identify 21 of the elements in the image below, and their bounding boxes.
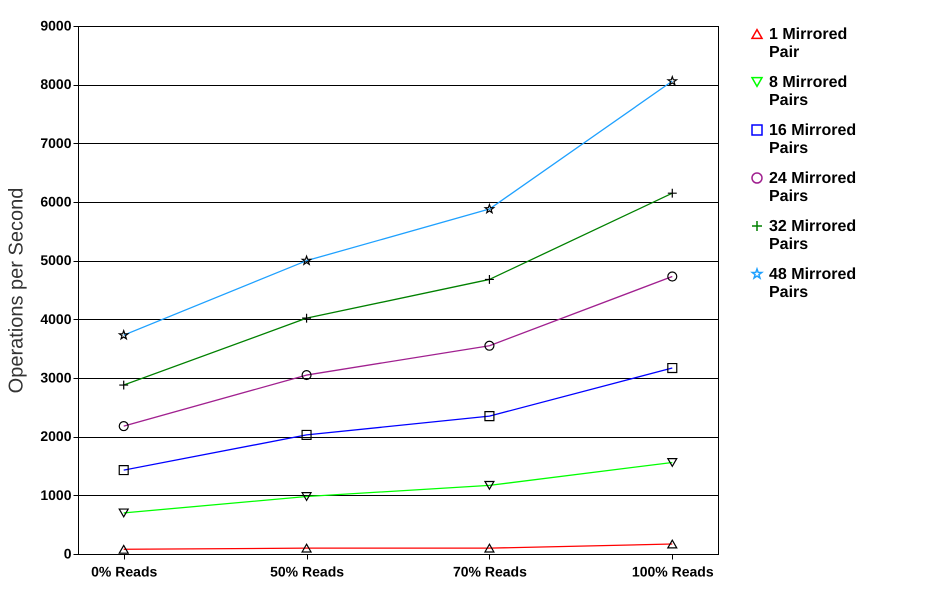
y-tick-label: 0 bbox=[64, 546, 72, 562]
y-tick-label: 5000 bbox=[40, 252, 72, 268]
x-tick-label: 50% Reads bbox=[270, 564, 344, 580]
legend-label: 8 Mirrored Pairs bbox=[769, 74, 848, 109]
legend-label: 16 Mirrored Pairs bbox=[769, 122, 856, 157]
y-tick-label: 4000 bbox=[40, 310, 72, 327]
y-axis-title: Operations per Second bbox=[5, 188, 28, 394]
y-tick-label: 7000 bbox=[40, 134, 72, 151]
y-tick-label: 8000 bbox=[40, 76, 72, 92]
x-tick-label: 100% Reads bbox=[632, 564, 714, 580]
y-tick-label: 2000 bbox=[40, 428, 72, 444]
legend-label: 24 Mirrored Pairs bbox=[769, 170, 856, 205]
legend-label: 48 Mirrored Pairs bbox=[769, 266, 856, 301]
y-tick-label: 9000 bbox=[40, 18, 72, 34]
x-tick-label: 70% Reads bbox=[452, 564, 528, 580]
y-tick-label: 1000 bbox=[40, 486, 72, 503]
legend-label: 1 Mirrored Pair bbox=[769, 26, 848, 61]
y-tick-label: 6000 bbox=[40, 194, 72, 210]
y-tick-label: 3000 bbox=[40, 370, 72, 386]
x-tick-label: 0% Reads bbox=[91, 564, 158, 580]
legend-label: 32 Mirrored Pairs bbox=[769, 218, 856, 253]
